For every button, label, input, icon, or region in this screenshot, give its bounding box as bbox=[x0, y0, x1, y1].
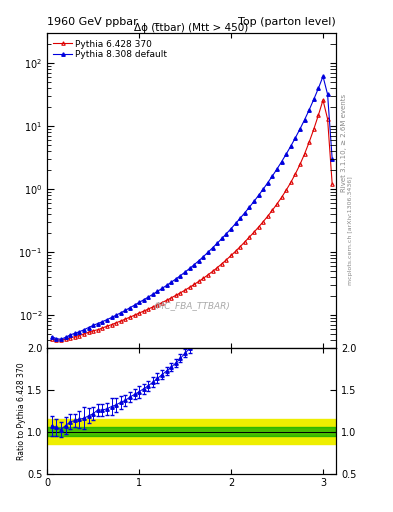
Y-axis label: Ratio to Pythia 6.428 370: Ratio to Pythia 6.428 370 bbox=[17, 362, 26, 459]
Pythia 8.308 default bbox=[224, 230, 229, 237]
Text: 1960 GeV ppbar: 1960 GeV ppbar bbox=[47, 16, 138, 27]
Pythia 8.308 default bbox=[192, 262, 196, 268]
Text: Δϕ (t̅tbar) (Mtt > 450): Δϕ (t̅tbar) (Mtt > 450) bbox=[134, 23, 249, 33]
Pythia 6.428 370 bbox=[128, 314, 132, 320]
Text: mcplots.cern.ch [arXiv:1306.3436]: mcplots.cern.ch [arXiv:1306.3436] bbox=[348, 176, 353, 285]
Pythia 6.428 370 bbox=[321, 97, 325, 103]
Pythia 8.308 default bbox=[109, 314, 114, 321]
Line: Pythia 8.308 default: Pythia 8.308 default bbox=[50, 75, 334, 341]
Text: Rivet 3.1.10, ≥ 2.6M events: Rivet 3.1.10, ≥ 2.6M events bbox=[341, 94, 347, 193]
Pythia 6.428 370 bbox=[54, 337, 59, 343]
Pythia 6.428 370 bbox=[224, 257, 229, 263]
Line: Pythia 6.428 370: Pythia 6.428 370 bbox=[50, 98, 334, 342]
Pythia 8.308 default bbox=[128, 305, 132, 311]
Pythia 8.308 default bbox=[59, 336, 63, 343]
Pythia 6.428 370 bbox=[192, 281, 196, 287]
Pythia 8.308 default bbox=[77, 329, 82, 335]
Pythia 6.428 370 bbox=[330, 181, 334, 187]
Text: Top (parton level): Top (parton level) bbox=[238, 16, 336, 27]
Pythia 6.428 370 bbox=[50, 335, 54, 342]
Pythia 6.428 370 bbox=[298, 161, 302, 167]
Legend: Pythia 6.428 370, Pythia 8.308 default: Pythia 6.428 370, Pythia 8.308 default bbox=[51, 38, 169, 61]
Pythia 6.428 370 bbox=[109, 322, 114, 328]
Pythia 8.308 default bbox=[50, 334, 54, 340]
Pythia 8.308 default bbox=[321, 73, 325, 79]
Pythia 8.308 default bbox=[298, 126, 302, 132]
Pythia 8.308 default bbox=[330, 156, 334, 162]
Pythia 6.428 370 bbox=[77, 332, 82, 338]
Text: (MC_FBA_TTBAR): (MC_FBA_TTBAR) bbox=[153, 301, 230, 310]
